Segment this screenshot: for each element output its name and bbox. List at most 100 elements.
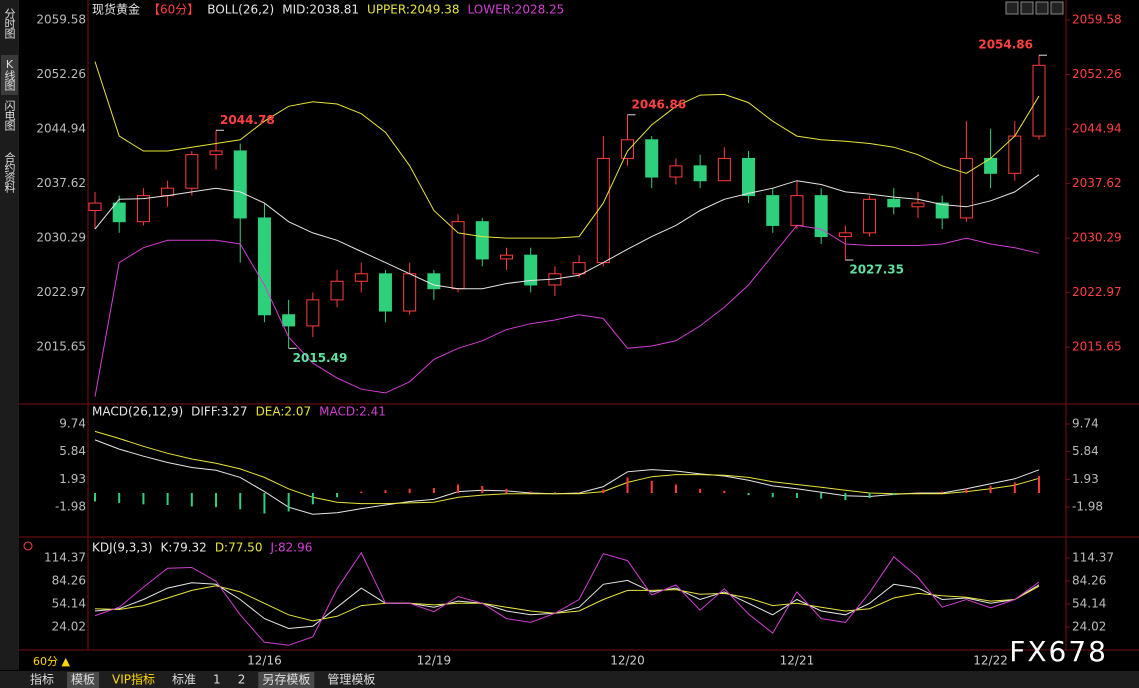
panel-title: KDJ(9,3,3) bbox=[92, 541, 153, 555]
period-button[interactable]: 60分 ▲ bbox=[33, 655, 70, 668]
candle-body bbox=[1032, 64, 1046, 137]
y-tick-label-right: 5.84 bbox=[1072, 444, 1099, 458]
toolbar-tab-bg bbox=[258, 672, 315, 688]
y-tick-label: 5.84 bbox=[59, 444, 86, 458]
y-tick-label: 24.02 bbox=[52, 619, 86, 633]
toolbar-tab[interactable]: 管理模板 bbox=[327, 672, 375, 687]
candle-body bbox=[596, 157, 610, 264]
candle-body bbox=[257, 217, 271, 316]
legend-entry: MID:2038.81 bbox=[282, 3, 359, 17]
indicator-line bbox=[94, 224, 1040, 397]
y-tick-label-right: 114.37 bbox=[1072, 551, 1114, 565]
y-tick-label: 2059.58 bbox=[36, 13, 86, 27]
toolbar-tab[interactable]: 另存模板 bbox=[262, 673, 310, 687]
candle-body bbox=[451, 221, 465, 290]
x-tick-label: 12/16 bbox=[247, 654, 282, 668]
candle-body bbox=[790, 195, 804, 226]
candle-body bbox=[282, 314, 296, 327]
y-tick-label-right: 54.14 bbox=[1072, 596, 1106, 610]
toolbar-tab-bg bbox=[67, 672, 100, 688]
toolbar-tab[interactable]: VIP指标 bbox=[112, 672, 155, 687]
y-tick-label: 2037.62 bbox=[36, 176, 86, 190]
toolbar bbox=[0, 671, 1139, 688]
y-tick-label: 54.14 bbox=[52, 596, 86, 610]
extreme-label: 2015.49 bbox=[293, 351, 348, 365]
candle-body bbox=[354, 273, 368, 282]
y-tick-label: 114.37 bbox=[44, 551, 86, 565]
candle-body bbox=[1008, 135, 1022, 174]
indicator-line bbox=[94, 585, 1040, 622]
y-tick-label-right: 2030.29 bbox=[1072, 231, 1122, 245]
panel-borders bbox=[19, 0, 1139, 651]
kdj-icon[interactable] bbox=[23, 541, 33, 551]
candle-body bbox=[403, 273, 417, 312]
extreme-label: 2046.86 bbox=[632, 97, 687, 111]
period: 【60分】 bbox=[148, 3, 199, 17]
candle-body bbox=[911, 202, 925, 208]
extreme-label: 2044.78 bbox=[220, 113, 275, 127]
candle-body bbox=[499, 254, 513, 260]
y-tick-label-right: 2059.58 bbox=[1072, 13, 1122, 27]
candle-body bbox=[524, 254, 538, 286]
toolbar-tab[interactable]: 2 bbox=[238, 673, 246, 687]
candle-body bbox=[935, 202, 949, 219]
candle-body bbox=[330, 280, 344, 301]
y-tick-label-right: 2037.62 bbox=[1072, 176, 1122, 190]
candle-body bbox=[185, 154, 199, 189]
candle-body bbox=[427, 273, 441, 290]
panel-title: MACD(26,12,9) bbox=[92, 405, 183, 419]
candle-body bbox=[136, 195, 150, 223]
watermark: FX678 bbox=[1009, 635, 1108, 668]
candle-body bbox=[766, 195, 780, 226]
y-tick-label: 2052.26 bbox=[36, 67, 86, 81]
candle-body bbox=[378, 273, 392, 312]
toolbar-tab[interactable]: 1 bbox=[213, 673, 221, 687]
extreme-label: 2027.35 bbox=[849, 263, 904, 277]
legend-entry: K:79.32 bbox=[161, 541, 207, 555]
y-tick-label-right: 84.26 bbox=[1072, 573, 1106, 587]
y-tick-label: 2022.97 bbox=[36, 285, 86, 299]
legend-entry: J:82.96 bbox=[269, 541, 312, 555]
candle-body bbox=[572, 262, 586, 275]
y-tick-label-right: 2022.97 bbox=[1072, 285, 1122, 299]
legend-entry: DIFF:3.27 bbox=[191, 405, 247, 419]
sidebar bbox=[0, 0, 19, 670]
candle-body bbox=[887, 198, 901, 208]
indicator-line bbox=[94, 61, 1040, 239]
toolbar-tab[interactable]: 指标 bbox=[30, 672, 54, 687]
indicator-line bbox=[94, 430, 1040, 505]
y-tick-label: 9.74 bbox=[59, 417, 86, 431]
sidebar-tab[interactable]: 闪电图 bbox=[3, 99, 16, 132]
x-tick-label: 12/20 bbox=[610, 654, 645, 668]
candle-body bbox=[863, 198, 877, 234]
indicator: BOLL(26,2) bbox=[207, 3, 274, 17]
candle-body bbox=[88, 202, 102, 212]
x-tick-label: 12/22 bbox=[973, 654, 1008, 668]
indicator-line bbox=[94, 579, 1040, 630]
legend-entry: UPPER:2049.38 bbox=[367, 3, 459, 17]
sidebar-tab[interactable]: K线图 bbox=[3, 58, 16, 92]
legend-entry: D:77.50 bbox=[215, 541, 263, 555]
sidebar-tab-active bbox=[1, 55, 18, 95]
toolbar-tab[interactable]: 标准 bbox=[172, 673, 196, 687]
y-tick-label-right: 2015.65 bbox=[1072, 340, 1122, 354]
legend-entry: MACD:2.41 bbox=[319, 405, 386, 419]
x-tick-label: 12/21 bbox=[780, 654, 815, 668]
y-tick-label: 84.26 bbox=[52, 573, 86, 587]
candle-body bbox=[693, 165, 707, 182]
sidebar-tab[interactable]: 分时图 bbox=[3, 8, 16, 40]
candle-body bbox=[742, 157, 756, 197]
window-icons[interactable] bbox=[1005, 1, 1064, 15]
x-tick-label: 12/19 bbox=[417, 654, 452, 668]
candle-body bbox=[233, 150, 247, 219]
candle-body bbox=[838, 232, 852, 238]
toolbar-tab[interactable]: 模板 bbox=[71, 673, 95, 687]
y-tick-label-right: 2052.26 bbox=[1072, 67, 1122, 81]
y-tick-label: 2015.65 bbox=[36, 340, 86, 354]
extreme-label: 2054.86 bbox=[978, 38, 1033, 52]
candle-body bbox=[814, 195, 828, 238]
candle-body bbox=[621, 139, 635, 159]
sidebar-tab[interactable]: 合约资料 bbox=[3, 151, 16, 194]
y-tick-label-right: 24.02 bbox=[1072, 619, 1106, 633]
